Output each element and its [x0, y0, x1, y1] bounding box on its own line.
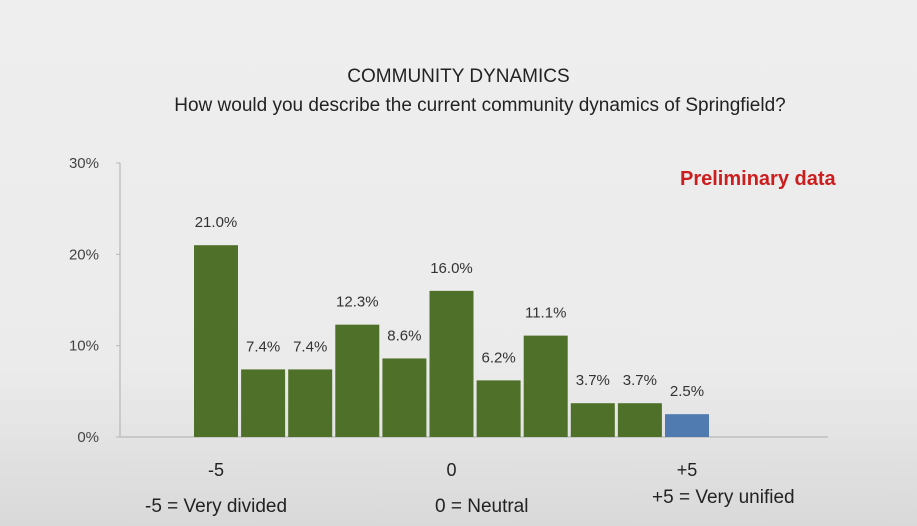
x-tick-label: +5	[677, 460, 698, 480]
data-label-5: 2.5%	[670, 383, 704, 400]
bar--4	[241, 369, 286, 437]
bar--3	[288, 369, 333, 437]
y-tick-label: 20%	[69, 246, 99, 263]
y-tick-label: 30%	[69, 155, 99, 172]
data-label--3: 7.4%	[293, 338, 327, 355]
y-tick-label: 0%	[77, 429, 99, 446]
y-tick-label: 10%	[69, 338, 99, 355]
bar-2	[523, 335, 568, 437]
data-label--2: 12.3%	[336, 294, 379, 311]
x-tick-label: 0	[446, 460, 456, 480]
bar--2	[335, 324, 380, 437]
scale-label-right: +5 = Very unified	[652, 487, 795, 508]
bar-3	[570, 403, 615, 437]
bar--5	[194, 245, 238, 437]
preliminary-note: Preliminary data	[680, 168, 836, 190]
data-label--5: 21.0%	[195, 214, 238, 231]
bar-1	[476, 380, 521, 437]
x-tick-label: -5	[208, 460, 224, 480]
data-label--4: 7.4%	[246, 338, 280, 355]
chart-title: COMMUNITY DYNAMICS	[347, 66, 570, 87]
data-label-1: 6.2%	[481, 349, 515, 366]
data-label-2: 11.1%	[525, 305, 566, 322]
scale-label-middle: 0 = Neutral	[435, 496, 529, 517]
bar-0	[429, 290, 474, 437]
scale-label-left: -5 = Very divided	[145, 496, 288, 517]
bar--1	[382, 358, 427, 437]
bar-5	[665, 414, 709, 437]
data-label-3: 3.7%	[576, 372, 610, 389]
data-label-0: 16.0%	[430, 260, 473, 277]
data-label--1: 8.6%	[387, 327, 421, 344]
data-label-4: 3.7%	[623, 372, 657, 389]
bar-4	[617, 403, 662, 437]
chart-subtitle: How would you describe the current commu…	[174, 95, 786, 116]
